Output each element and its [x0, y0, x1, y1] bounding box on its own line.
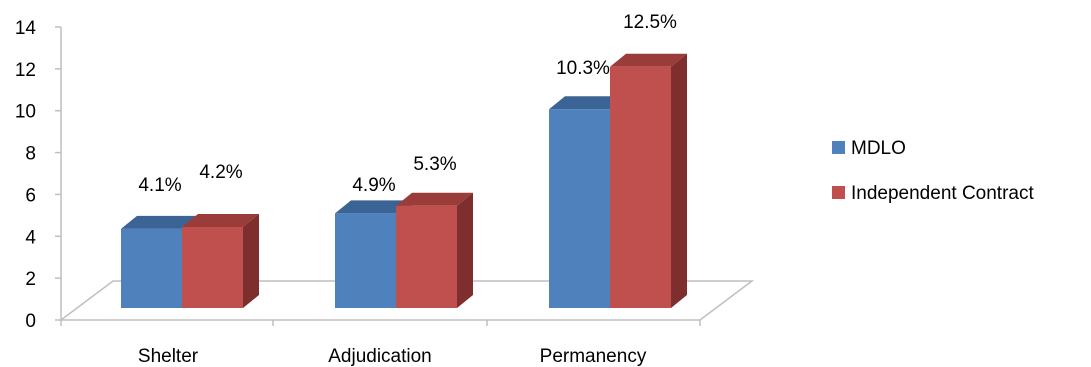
bar-top — [335, 200, 412, 214]
data-label: 5.3% — [413, 154, 456, 175]
y-tick-labels: 0 2 4 6 8 10 12 14 — [15, 18, 37, 332]
y-tick-label: 6 — [25, 185, 36, 206]
data-label: 4.2% — [199, 162, 242, 183]
bar — [182, 213, 259, 308]
bar — [396, 192, 473, 308]
y-tick-label: 12 — [15, 60, 36, 81]
bar-side — [457, 192, 473, 308]
y-tick-label: 8 — [25, 144, 36, 165]
bar-top — [610, 53, 687, 67]
data-label: 10.3% — [556, 58, 610, 79]
y-tick-label: 4 — [25, 227, 36, 248]
bar-top — [549, 96, 626, 110]
bar-side — [671, 53, 687, 308]
data-label: 4.1% — [138, 175, 181, 196]
bar-front — [182, 226, 243, 308]
bar-front — [121, 228, 182, 308]
legend-label: MDLO — [851, 138, 906, 159]
bar-front — [396, 205, 457, 308]
legend: MDLO Independent Contract — [832, 138, 1034, 204]
bar-front — [335, 213, 396, 308]
y-tick-label: 0 — [25, 311, 36, 332]
category-label: Permanency — [540, 346, 647, 367]
legend-swatch — [832, 141, 845, 154]
bar — [610, 53, 687, 308]
category-label: Shelter — [138, 346, 199, 367]
y-tick-label: 2 — [25, 269, 36, 290]
data-label: 4.9% — [352, 175, 395, 196]
bar-top — [182, 213, 259, 227]
legend-label: Independent Contract — [851, 183, 1034, 204]
bar-top — [121, 215, 198, 229]
category-label: Adjudication — [328, 346, 432, 367]
category-labels: Shelter Adjudication Permanency — [138, 346, 647, 367]
y-axis — [55, 26, 62, 321]
data-label: 12.5% — [623, 12, 677, 33]
bar-front — [549, 109, 610, 309]
y-tick-label: 10 — [15, 102, 36, 123]
chart-floor — [58, 280, 755, 326]
bar-front — [610, 66, 671, 308]
legend-swatch — [832, 186, 845, 199]
bars — [121, 53, 687, 309]
data-labels: 4.1% 4.2% 4.9% 5.3% 10.3% 12.5% — [138, 12, 677, 196]
bar-top — [396, 192, 473, 206]
y-tick-label: 14 — [15, 18, 37, 39]
bar-side — [243, 213, 259, 308]
